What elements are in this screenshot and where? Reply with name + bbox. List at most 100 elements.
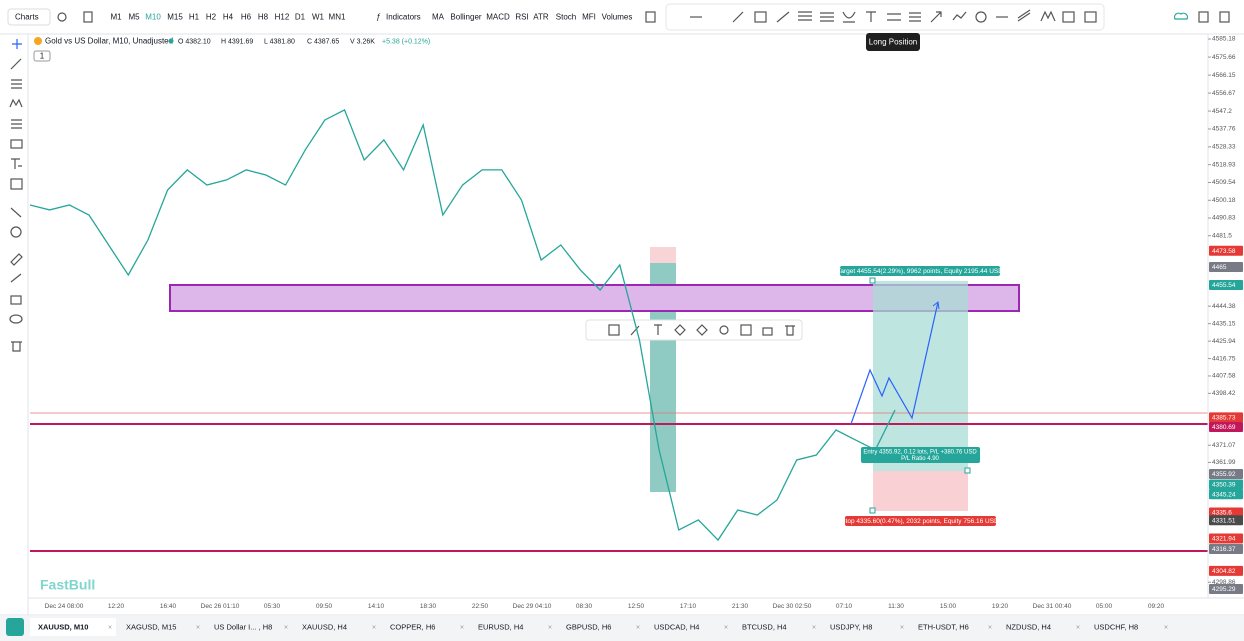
price-badge-text: 4316.37 [1212,546,1236,553]
layout-icon[interactable] [645,11,656,23]
tab-close[interactable]: × [1076,624,1080,631]
tab[interactable]: GBPUSD, H6 [566,622,611,631]
object-tools[interactable] [608,324,795,336]
study[interactable]: Stoch [556,13,576,22]
ratio-text: P/L Ratio 4.90 [901,456,939,462]
ohlc: C 4387.65 [307,38,339,45]
tab[interactable]: NZDUSD, H4 [1006,622,1051,631]
price-badge [1209,262,1243,273]
target-zone[interactable] [873,281,968,471]
timeframe[interactable]: H2 [206,13,217,22]
tab-close[interactable]: × [372,624,376,631]
watchlist-button[interactable] [6,618,24,636]
tab[interactable]: COPPER, H6 [390,622,435,631]
menu-button[interactable] [7,8,51,26]
timeframe[interactable]: D1 [295,13,306,22]
time-label: 07:10 [836,603,853,610]
watermark: FastBull [40,577,95,593]
price-label: 4444.38 [1212,303,1236,310]
stop-zone[interactable] [873,471,968,511]
price-badge [1209,421,1243,432]
indicators-button[interactable]: Indicators [386,13,421,22]
tab[interactable]: XAUUSD, M10 [38,622,88,631]
time-label: 09:50 [316,603,333,610]
tab[interactable]: XAGUSD, M15 [126,622,176,631]
price-badge-text: 4321.94 [1212,536,1236,543]
tooltip [866,33,920,51]
symbol-icon [34,37,42,45]
timeframe[interactable]: H6 [241,13,252,22]
tab[interactable]: EURUSD, H4 [478,622,523,631]
price-label: 4298.86 [1212,579,1236,586]
time-label: 15:00 [940,603,957,610]
time-label: Dec 30 02:50 [773,603,812,610]
tab-close[interactable]: × [988,624,992,631]
projection[interactable] [850,301,939,425]
entry-tag [861,447,980,463]
time-label: 05:00 [1096,603,1113,610]
timeframe[interactable]: H8 [258,13,269,22]
timeframe[interactable]: M10 [145,13,161,22]
timeframe[interactable]: M5 [128,13,140,22]
study[interactable]: MFI [582,13,596,22]
time-label: 14:10 [368,603,385,610]
tab-close[interactable]: × [900,624,904,631]
price-label: 4518.93 [1212,161,1236,168]
timeframe[interactable]: MN1 [329,13,346,22]
time-label: Dec 24 08:00 [45,603,84,610]
tab[interactable]: BTCUSD, H4 [742,622,787,631]
tab-close[interactable]: × [460,624,464,631]
tab[interactable]: US Dollar I... , H8 [214,622,272,631]
price-label: 4371.07 [1212,442,1236,449]
search-icon[interactable] [57,12,67,22]
tab[interactable]: USDJPY, H8 [830,622,872,631]
legend-badge[interactable] [33,50,51,62]
price-label: 4547.2 [1212,108,1232,115]
tab[interactable]: XAUUSD, H4 [302,622,347,631]
study[interactable]: RSI [515,13,528,22]
price-badge [1209,479,1243,490]
time-label: 22:50 [472,603,489,610]
tab[interactable]: USDCAD, H4 [654,622,699,631]
handles[interactable] [869,277,971,514]
timeframe[interactable]: M1 [110,13,122,22]
timeframe[interactable]: M15 [167,13,183,22]
price-badge-text: 4295.29 [1212,586,1236,593]
symbol-name: Gold vs US Dollar, M10, Unadjusted [45,37,173,46]
tab-close[interactable]: × [548,624,552,631]
tab-close[interactable]: × [196,624,200,631]
timeframe[interactable]: H1 [189,13,200,22]
tab-close[interactable]: × [636,624,640,631]
timeframe[interactable]: H12 [275,13,290,22]
price-line [29,109,896,542]
time-label: 18:30 [420,603,437,610]
tab-close[interactable]: × [724,624,728,631]
tab-active[interactable] [30,618,116,636]
timeframe[interactable]: W1 [312,13,325,22]
study[interactable]: Bollinger [450,13,481,22]
time-label: Dec 31 00:40 [1033,603,1072,610]
menu-label[interactable]: Charts [15,13,39,22]
price-label: 4435.15 [1212,320,1236,327]
tab-close[interactable]: × [1164,624,1168,631]
study[interactable]: ATR [533,13,549,22]
tab[interactable]: ETH-USDT, H6 [918,622,969,631]
tab[interactable]: USDCHF, H8 [1094,622,1138,631]
study[interactable]: MACD [486,13,510,22]
candle-icon[interactable] [83,11,93,23]
study[interactable]: MA [432,13,445,22]
tab-close[interactable]: × [108,624,112,631]
timeframe[interactable]: H4 [223,13,234,22]
time-label: 05:30 [264,603,281,610]
left-tools[interactable] [9,39,23,352]
drawing-toolbar [665,3,1105,31]
legend-badge-text[interactable]: 1 [40,52,45,61]
price-label: 4398.42 [1212,390,1236,397]
tab-close[interactable]: × [284,624,288,631]
study[interactable]: Volumes [602,13,633,22]
drawing-tools[interactable] [690,9,1230,23]
price-badge-text: 4335.6 [1212,510,1232,517]
time-label: Dec 29 04:10 [513,603,552,610]
tab-close[interactable]: × [812,624,816,631]
